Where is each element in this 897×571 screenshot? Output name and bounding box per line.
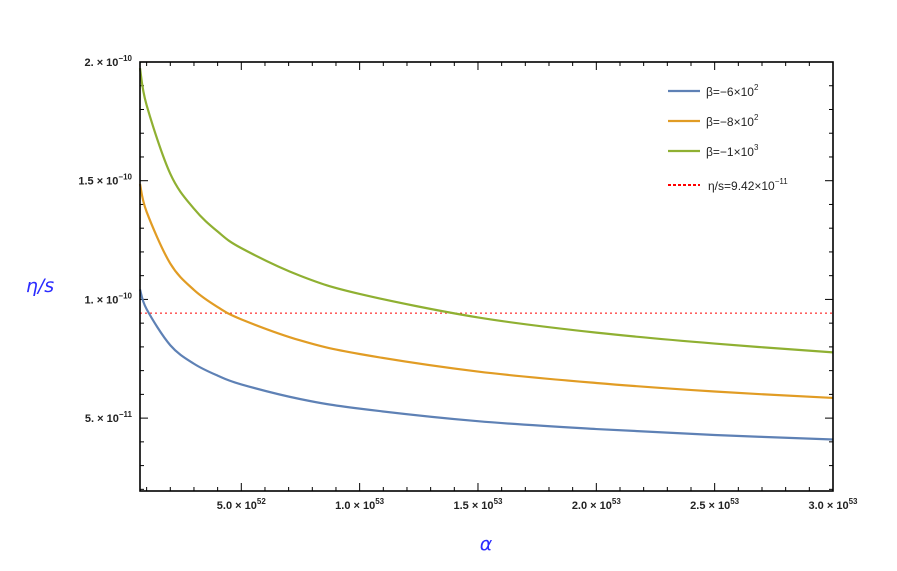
y-axis-label: η/s xyxy=(26,275,54,297)
x-tick-label: 2.0 × 1053 xyxy=(572,497,622,512)
legend-exponent: 3 xyxy=(754,143,759,152)
legend-label-main: β=−8×10 xyxy=(706,115,754,129)
y-tick-label: 5. × 10−11 xyxy=(85,410,133,425)
y-tick-exponent: −10 xyxy=(118,54,132,63)
plot-frame xyxy=(139,61,834,492)
legend: β=−6×102 β=−8×102 β=−1×103 η/s=9.42×10−1… xyxy=(668,83,788,193)
y-tick-exponent: −10 xyxy=(118,173,132,182)
legend-label-main: β=−6×10 xyxy=(706,85,754,99)
legend-label-main: η/s=9.42×10 xyxy=(708,179,775,193)
x-tick-label: 2.5 × 1053 xyxy=(690,497,740,512)
y-tick-label: 1.5 × 10−10 xyxy=(78,173,132,188)
x-tick-label: 1.0 × 1053 xyxy=(335,497,385,512)
y-tick-label: 2. × 10−10 xyxy=(84,54,132,69)
legend-label-3: β=−1×103 xyxy=(706,143,759,159)
series-group xyxy=(138,67,834,441)
series-line-3 xyxy=(138,67,834,354)
legend-exponent: 2 xyxy=(754,83,759,92)
series-line-2 xyxy=(138,183,834,400)
y-tick-exponent: −10 xyxy=(118,291,132,300)
x-tick-exponent: 53 xyxy=(849,497,858,506)
series-line-1 xyxy=(138,289,834,441)
x-tick-exponent: 53 xyxy=(494,497,503,506)
x-tick-label: 3.0 × 1053 xyxy=(809,497,859,512)
legend-label-2: β=−8×102 xyxy=(706,113,759,129)
x-tick-label: 5.0 × 1052 xyxy=(217,497,267,512)
x-tick-label: 1.5 × 1053 xyxy=(453,497,503,512)
x-tick-exponent: 53 xyxy=(730,497,739,506)
x-tick-exponent: 53 xyxy=(612,497,621,506)
x-tick-exponent: 53 xyxy=(375,497,384,506)
legend-label-reference: η/s=9.42×10−11 xyxy=(708,177,788,193)
x-axis-label: α xyxy=(480,533,493,555)
legend-label-1: β=−6×102 xyxy=(706,83,759,99)
legend-label-main: β=−1×10 xyxy=(706,145,754,159)
legend-exponent: 2 xyxy=(754,113,759,122)
y-tick-label: 1. × 10−10 xyxy=(84,291,132,306)
y-tick-exponent: −11 xyxy=(119,410,133,419)
x-tick-exponent: 52 xyxy=(257,497,266,506)
legend-exponent: −11 xyxy=(775,177,789,186)
